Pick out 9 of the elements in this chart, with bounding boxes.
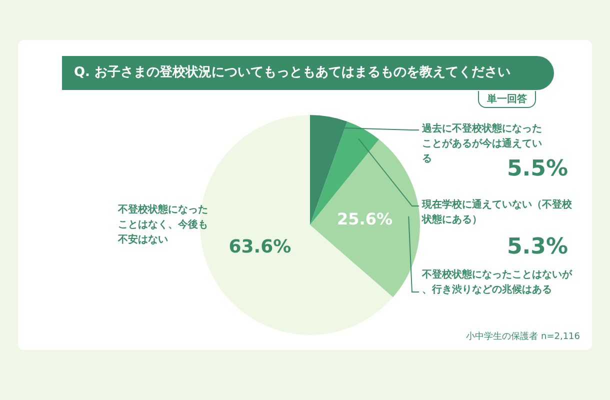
slice-label: 不登校状態になったことはなく、今後も不安はない	[117, 204, 208, 246]
data-label: 25.6%	[337, 209, 393, 228]
chart-title: Q. お子さまの登校状況についてもっともあてはまるものを教えてください	[62, 56, 554, 90]
chart-subtitle: 単一回答	[478, 91, 536, 108]
data-label: 63.6%	[228, 236, 292, 258]
data-label: 5.3%	[506, 234, 568, 260]
text: 小中学生の保護者 n=2,116	[466, 330, 580, 343]
slice-label: 不登校状態になったことはないが、行き渋りなどの兆候はある	[421, 268, 573, 296]
slice-label: 現在学校に通えていない（不登校状態にある）	[421, 198, 573, 226]
